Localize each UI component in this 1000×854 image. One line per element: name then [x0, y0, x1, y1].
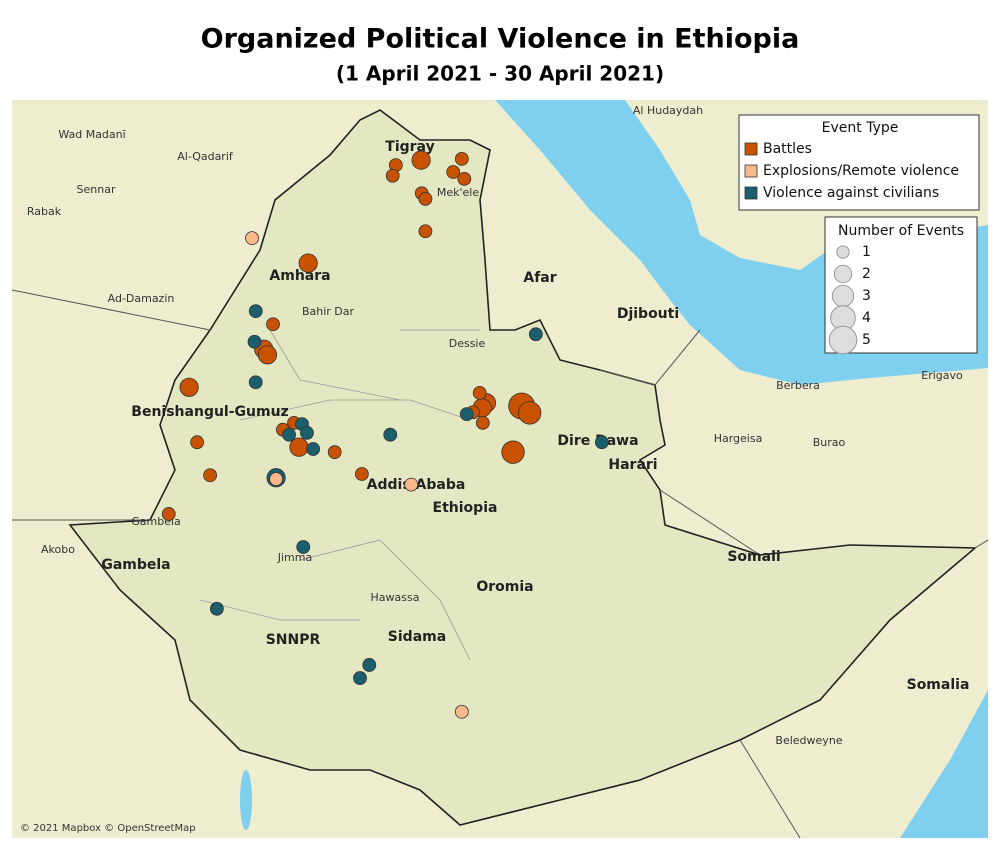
event-marker [282, 427, 296, 442]
event-marker [353, 671, 367, 685]
legend-label: 3 [862, 288, 871, 304]
region-label: Djibouti [617, 306, 679, 322]
event-marker [404, 477, 419, 492]
event-marker [528, 327, 543, 342]
event-marker [179, 377, 199, 397]
place-label: Jimma [277, 551, 312, 564]
legend-label: Violence against civilians [763, 185, 939, 201]
event-marker [385, 168, 400, 183]
legend-size-marker [831, 284, 855, 308]
event-marker [266, 317, 280, 332]
event-marker [475, 415, 490, 430]
place-label: Al Hudaydah [633, 104, 703, 117]
place-labels: Wad Madanī Al-Qadarif Sennar Rabak Al Hu… [27, 104, 970, 747]
event-marker [454, 704, 469, 719]
size-legend: Number of Events 1 2 3 4 5 [824, 216, 978, 355]
region-label: Somalia [907, 677, 970, 693]
place-label: Ad-Damazin [108, 292, 175, 305]
legend-swatch [744, 142, 758, 156]
event-marker [296, 540, 311, 554]
legend-box [738, 114, 980, 211]
legend-label: 1 [862, 244, 871, 260]
place-label: Mek'ele [437, 186, 479, 199]
place-label: Erigavo [921, 369, 963, 382]
event-marker [457, 171, 472, 186]
event-marker [518, 401, 542, 425]
event-marker [248, 375, 263, 390]
legend-label: Explosions/Remote violence [763, 163, 959, 179]
event-type-legend: Event Type Battles Explosions/Remote viol… [738, 114, 980, 211]
basemap [12, 100, 988, 838]
region-label: Gambela [101, 557, 170, 573]
region-label: Amhara [269, 268, 330, 284]
legend-swatch [744, 164, 758, 178]
legend-label: 5 [862, 332, 871, 348]
attribution: © 2021 Mapbox © OpenStreetMap [20, 823, 196, 834]
legend-size-marker [833, 264, 853, 284]
event-marker [257, 345, 278, 365]
event-marker [594, 435, 609, 450]
legend-size-marker [836, 245, 850, 259]
region-label: Tigray [385, 139, 434, 155]
legend-label: Battles [763, 141, 812, 157]
event-marker [459, 407, 474, 422]
place-label: Akobo [41, 543, 75, 556]
legend-label: 4 [862, 310, 871, 326]
region-label: Sidama [388, 629, 446, 645]
place-label: Beledweyne [775, 734, 842, 747]
event-marker [209, 601, 224, 616]
place-label: Al-Qadarif [177, 150, 234, 163]
subtitle: (1 April 2021 - 30 April 2021) [336, 62, 664, 86]
event-marker [269, 472, 284, 486]
event-marker [446, 165, 461, 179]
region-label: Oromia [476, 579, 533, 595]
event-marker [411, 150, 431, 170]
event-marker [472, 385, 487, 400]
event-marker [203, 468, 217, 483]
region-label: Ethiopia [433, 500, 498, 516]
event-marker [418, 191, 433, 206]
event-marker [190, 435, 205, 450]
event-marker [327, 445, 342, 460]
title: Organized Political Violence in Ethiopia [201, 24, 800, 55]
place-label: Burao [813, 436, 846, 449]
region-label: SNNPR [266, 632, 321, 648]
event-marker [501, 440, 525, 464]
event-marker [354, 467, 369, 481]
place-label: Berbera [776, 379, 820, 392]
event-marker [245, 231, 259, 246]
place-label: Rabak [27, 205, 62, 218]
place-label: Dessie [449, 337, 486, 350]
event-marker [306, 442, 321, 456]
events [161, 150, 609, 719]
place-label: Hawassa [371, 591, 420, 604]
event-marker [298, 253, 318, 273]
legend-swatch [744, 186, 758, 200]
region-label: Benishangul-Gumuz [131, 404, 288, 420]
region-label: Afar [523, 270, 556, 286]
legend-size-marker [828, 325, 858, 355]
place-label: Sennar [77, 183, 116, 196]
legend-title: Number of Events [838, 223, 964, 239]
place-label: Wad Madanī [58, 128, 126, 141]
event-marker [454, 151, 469, 166]
legend-title: Event Type [822, 120, 899, 136]
event-marker [161, 507, 176, 521]
event-marker [248, 304, 263, 319]
legend-label: 2 [862, 266, 871, 282]
event-marker [247, 334, 262, 349]
event-marker [362, 658, 377, 672]
event-marker [300, 425, 314, 440]
place-label: Hargeisa [714, 432, 763, 445]
region-label: Somali [727, 549, 780, 565]
event-marker [418, 224, 433, 239]
event-marker [289, 437, 309, 457]
region-label: Harari [608, 457, 657, 473]
place-label: Bahir Dar [302, 305, 355, 318]
event-marker [383, 427, 398, 442]
